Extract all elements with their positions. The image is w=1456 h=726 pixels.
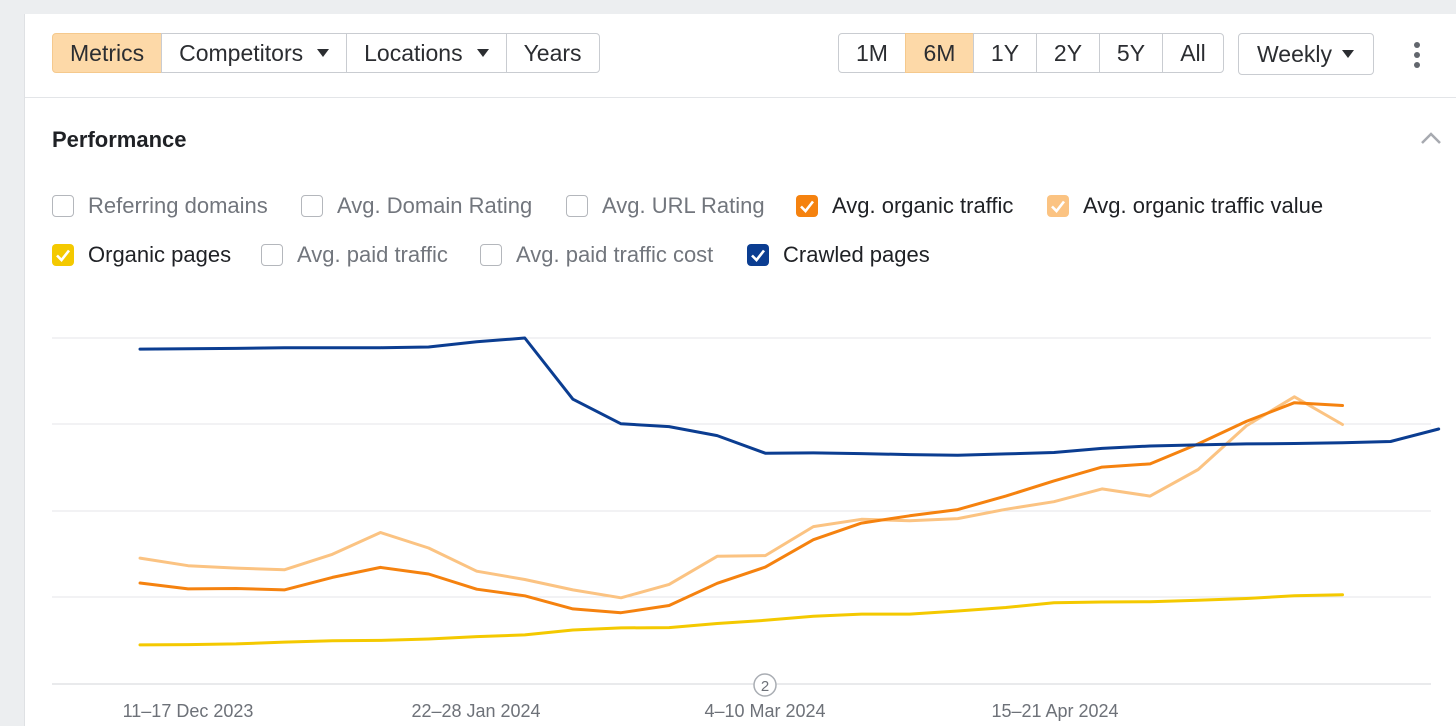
range-1m-button[interactable]: 1M (838, 33, 906, 73)
legend-label: Avg. organic traffic value (1083, 193, 1324, 218)
range-1m-label: 1M (856, 40, 888, 66)
series-line-crawled-pages (138, 336, 1441, 457)
performance-chart: 2 11–17 Dec 2023 22–28 Jan 2024 4–10 Mar 20… (52, 336, 1441, 721)
legend-label: Referring domains (88, 193, 268, 218)
tab-metrics-label: Metrics (70, 40, 145, 66)
check-icon (1051, 200, 1066, 213)
legend-label: Avg. URL Rating (602, 193, 765, 218)
legend-label: Avg. paid traffic cost (516, 242, 714, 267)
checkbox-organic-pages[interactable] (52, 244, 74, 266)
checkbox-avg-organic-traffic[interactable] (796, 195, 818, 217)
x-tick-label: 22–28 Jan 2024 (411, 701, 540, 721)
range-2y-label: 2Y (1053, 40, 1083, 66)
performance-panel: Metrics Competitors Locations Years 1M 6… (24, 14, 1456, 726)
annotation-marker (753, 673, 777, 697)
tab-competitors-label: Competitors (179, 40, 304, 66)
check-icon (751, 249, 766, 262)
tab-locations[interactable]: Locations (346, 33, 507, 73)
view-tabs: Metrics Competitors Locations Years (52, 33, 600, 73)
legend-avg-paid-traffic-cost[interactable]: Avg. paid traffic cost (480, 240, 713, 270)
chevron-up-icon[interactable] (1420, 130, 1442, 146)
kebab-menu-icon[interactable] (1410, 42, 1424, 68)
range-1y-button[interactable]: 1Y (973, 33, 1037, 73)
x-tick-label: 15–21 Apr 2024 (991, 701, 1118, 721)
series-line-organic-pages (138, 593, 1344, 647)
range-5y-button[interactable]: 5Y (1099, 33, 1163, 73)
interval-label: Weekly (1257, 40, 1332, 67)
range-6m-label: 6M (923, 40, 956, 66)
annotation-label: 2 (761, 678, 769, 695)
range-6m-button[interactable]: 6M (905, 33, 974, 73)
toolbar: Metrics Competitors Locations Years 1M 6… (25, 14, 1456, 98)
legend-label: Organic pages (88, 242, 232, 267)
legend-avg-organic-traffic[interactable]: Avg. organic traffic (796, 191, 1013, 221)
range-2y-button[interactable]: 2Y (1036, 33, 1100, 73)
range-1y-label: 1Y (990, 40, 1020, 66)
tab-locations-label: Locations (364, 40, 463, 66)
checkbox-crawled-pages[interactable] (747, 244, 769, 266)
legend-avg-organic-traffic-value[interactable]: Avg. organic traffic value (1047, 191, 1323, 221)
series-line-avg-organic-traffic (138, 401, 1344, 615)
x-tick-label: 11–17 Dec 2023 (123, 701, 254, 721)
legend-avg-domain-rating[interactable]: Avg. Domain Rating (301, 191, 532, 221)
check-icon (800, 200, 815, 213)
check-icon (56, 249, 71, 262)
tab-years-label: Years (523, 40, 582, 66)
caret-down-icon (1342, 50, 1354, 58)
checkbox-avg-domain-rating[interactable] (301, 195, 323, 217)
range-all-label: All (1180, 40, 1206, 66)
legend-crawled-pages[interactable]: Crawled pages (747, 240, 930, 270)
legend-label: Avg. organic traffic (832, 193, 1014, 218)
legend-avg-paid-traffic[interactable]: Avg. paid traffic (261, 240, 448, 270)
tab-metrics[interactable]: Metrics (52, 33, 163, 73)
x-tick-label: 4–10 Mar 2024 (704, 701, 825, 721)
checkbox-avg-url-rating[interactable] (566, 195, 588, 217)
checkbox-referring-domains[interactable] (52, 195, 74, 217)
caret-down-icon (476, 49, 489, 57)
section-title: Performance (52, 127, 187, 152)
checkbox-avg-paid-traffic-cost[interactable] (480, 244, 502, 266)
caret-down-icon (317, 49, 330, 57)
legend-avg-url-rating[interactable]: Avg. URL Rating (566, 191, 765, 221)
date-range-selector: 1M 6M 1Y 2Y 5Y All (838, 33, 1224, 73)
range-5y-label: 5Y (1116, 40, 1146, 66)
interval-dropdown[interactable]: Weekly (1238, 33, 1374, 75)
range-all-button[interactable]: All (1162, 33, 1224, 73)
legend-label: Avg. paid traffic (297, 242, 448, 267)
legend-label: Crawled pages (783, 242, 930, 267)
series-line-avg-organic-traffic-value (138, 395, 1344, 600)
tab-years[interactable]: Years (505, 33, 600, 73)
checkbox-avg-organic-traffic-value[interactable] (1047, 195, 1069, 217)
legend-organic-pages[interactable]: Organic pages (52, 240, 231, 270)
legend-referring-domains[interactable]: Referring domains (52, 191, 268, 221)
checkbox-avg-paid-traffic[interactable] (261, 244, 283, 266)
legend-label: Avg. Domain Rating (337, 193, 533, 218)
